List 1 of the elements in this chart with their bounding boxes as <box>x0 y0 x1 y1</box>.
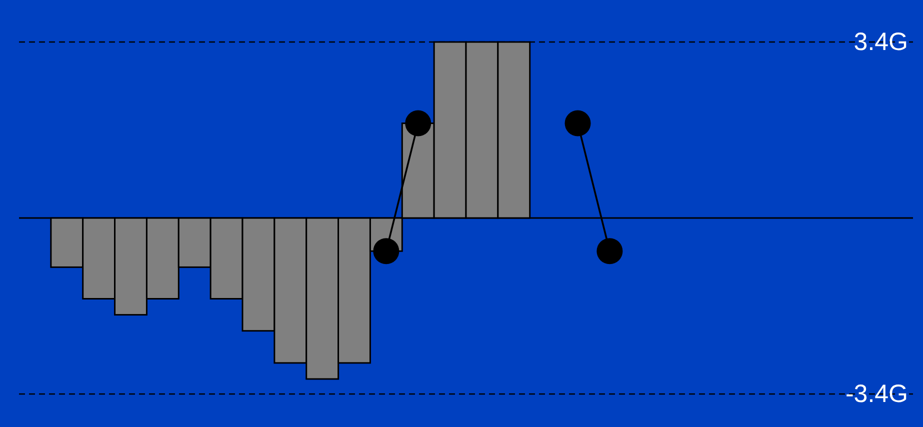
y-tick-label: 3.4G <box>854 28 908 56</box>
